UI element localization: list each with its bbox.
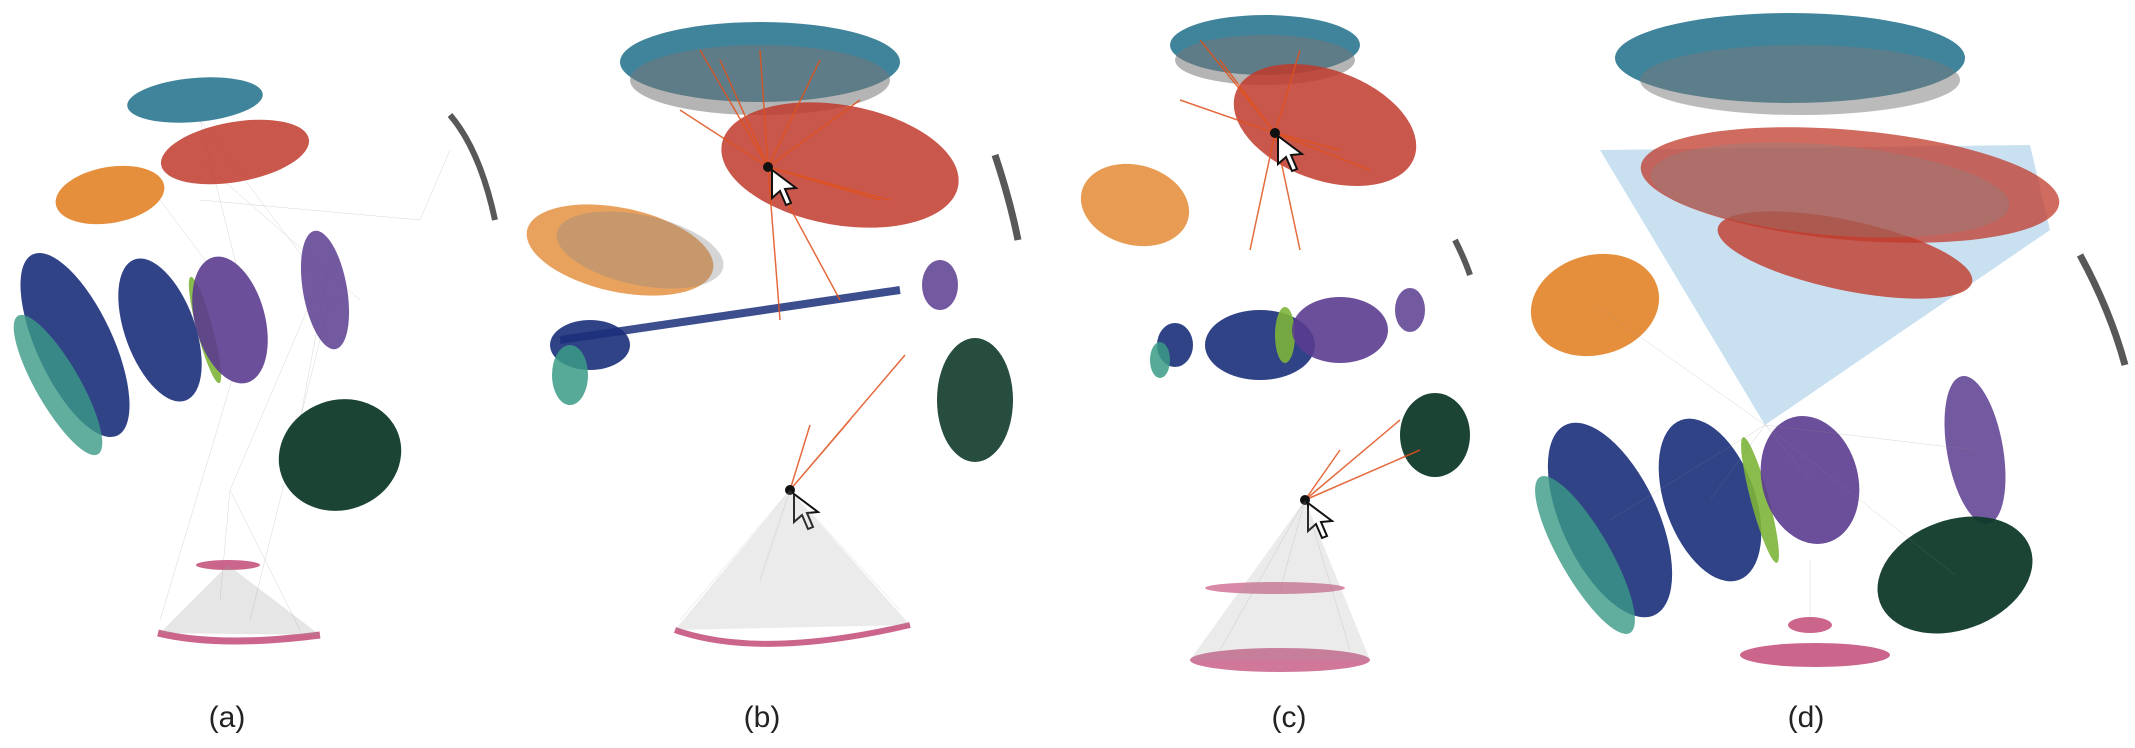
cluster-navy-2 — [1658, 418, 1762, 582]
cursor-arrow-icon — [793, 492, 821, 531]
pink-fan — [675, 490, 910, 630]
cursor-arrow-icon — [1277, 134, 1305, 173]
cluster-charcoal — [447, 113, 498, 221]
cluster-pink — [674, 622, 911, 647]
cluster-purple — [922, 260, 958, 310]
pink-fan — [160, 565, 320, 635]
cluster-pink-top — [196, 560, 260, 570]
cluster-orange — [1530, 253, 1660, 357]
cluster-sea-green — [1150, 342, 1170, 378]
cluster-sea-green — [13, 314, 103, 456]
cursor-arrow-icon — [771, 168, 799, 207]
cluster-orange — [1080, 163, 1190, 247]
panel-c-graph — [1080, 15, 1473, 672]
cluster-sea-green — [1535, 476, 1635, 634]
cluster-dark-green — [1877, 516, 2033, 634]
cluster-charcoal — [991, 153, 1022, 241]
caption-a: (a) — [209, 701, 246, 734]
cluster-purple-1 — [192, 256, 268, 384]
cluster-pink-bottom — [1190, 648, 1370, 672]
cluster-navy-1 — [1547, 422, 1673, 618]
cluster-gray-fan — [556, 211, 724, 289]
cluster-pink-top — [1205, 582, 1345, 594]
caption-d: (d) — [1788, 701, 1825, 734]
cluster-purple — [1292, 297, 1388, 363]
cluster-charcoal — [2076, 253, 2129, 366]
panel-b-graph — [526, 22, 1022, 647]
cluster-pink-bottom — [157, 629, 321, 645]
cluster-dark-green — [278, 399, 402, 511]
cluster-purple-small — [1395, 288, 1425, 332]
pink-fan — [1190, 500, 1370, 660]
cluster-gray-overlay — [1640, 45, 1960, 115]
cluster-orange — [526, 204, 714, 296]
cluster-charcoal — [1452, 238, 1473, 276]
cluster-gray-mesh — [1650, 142, 2010, 238]
cluster-sea-green — [552, 345, 588, 405]
cluster-dark-green — [937, 338, 1013, 462]
cluster-navy-1 — [20, 252, 130, 438]
cluster-pink-bottom — [1740, 643, 1890, 667]
cluster-navy-2 — [118, 258, 202, 402]
cluster-teal-blue — [127, 77, 263, 123]
cluster-purple-1 — [1760, 415, 1860, 545]
caption-b: (b) — [744, 701, 781, 734]
caption-c: (c) — [1272, 701, 1307, 734]
panel-d-graph — [1530, 13, 2129, 667]
panel-d-edges — [1594, 304, 1976, 625]
cluster-red — [160, 119, 310, 185]
cluster-lime — [1741, 437, 1779, 563]
panel-a-graph — [13, 77, 498, 645]
cluster-purple-2 — [300, 230, 350, 350]
cluster-purple-2 — [1944, 375, 2006, 525]
cluster-pink-top — [1788, 617, 1832, 633]
cluster-red — [721, 102, 959, 228]
cluster-dark-green — [1400, 393, 1470, 477]
highlight-edges — [679, 49, 906, 491]
panel-a-edges — [159, 119, 451, 631]
cluster-red-lower — [1717, 211, 1973, 299]
cluster-lime — [1275, 307, 1295, 363]
cluster-orange — [55, 165, 165, 225]
selected-node — [763, 162, 773, 172]
cluster-gray-overlay — [630, 45, 890, 115]
cursor-arrow-icon — [1307, 501, 1335, 540]
highlight-edges — [1179, 39, 1421, 501]
selected-node — [785, 485, 795, 495]
